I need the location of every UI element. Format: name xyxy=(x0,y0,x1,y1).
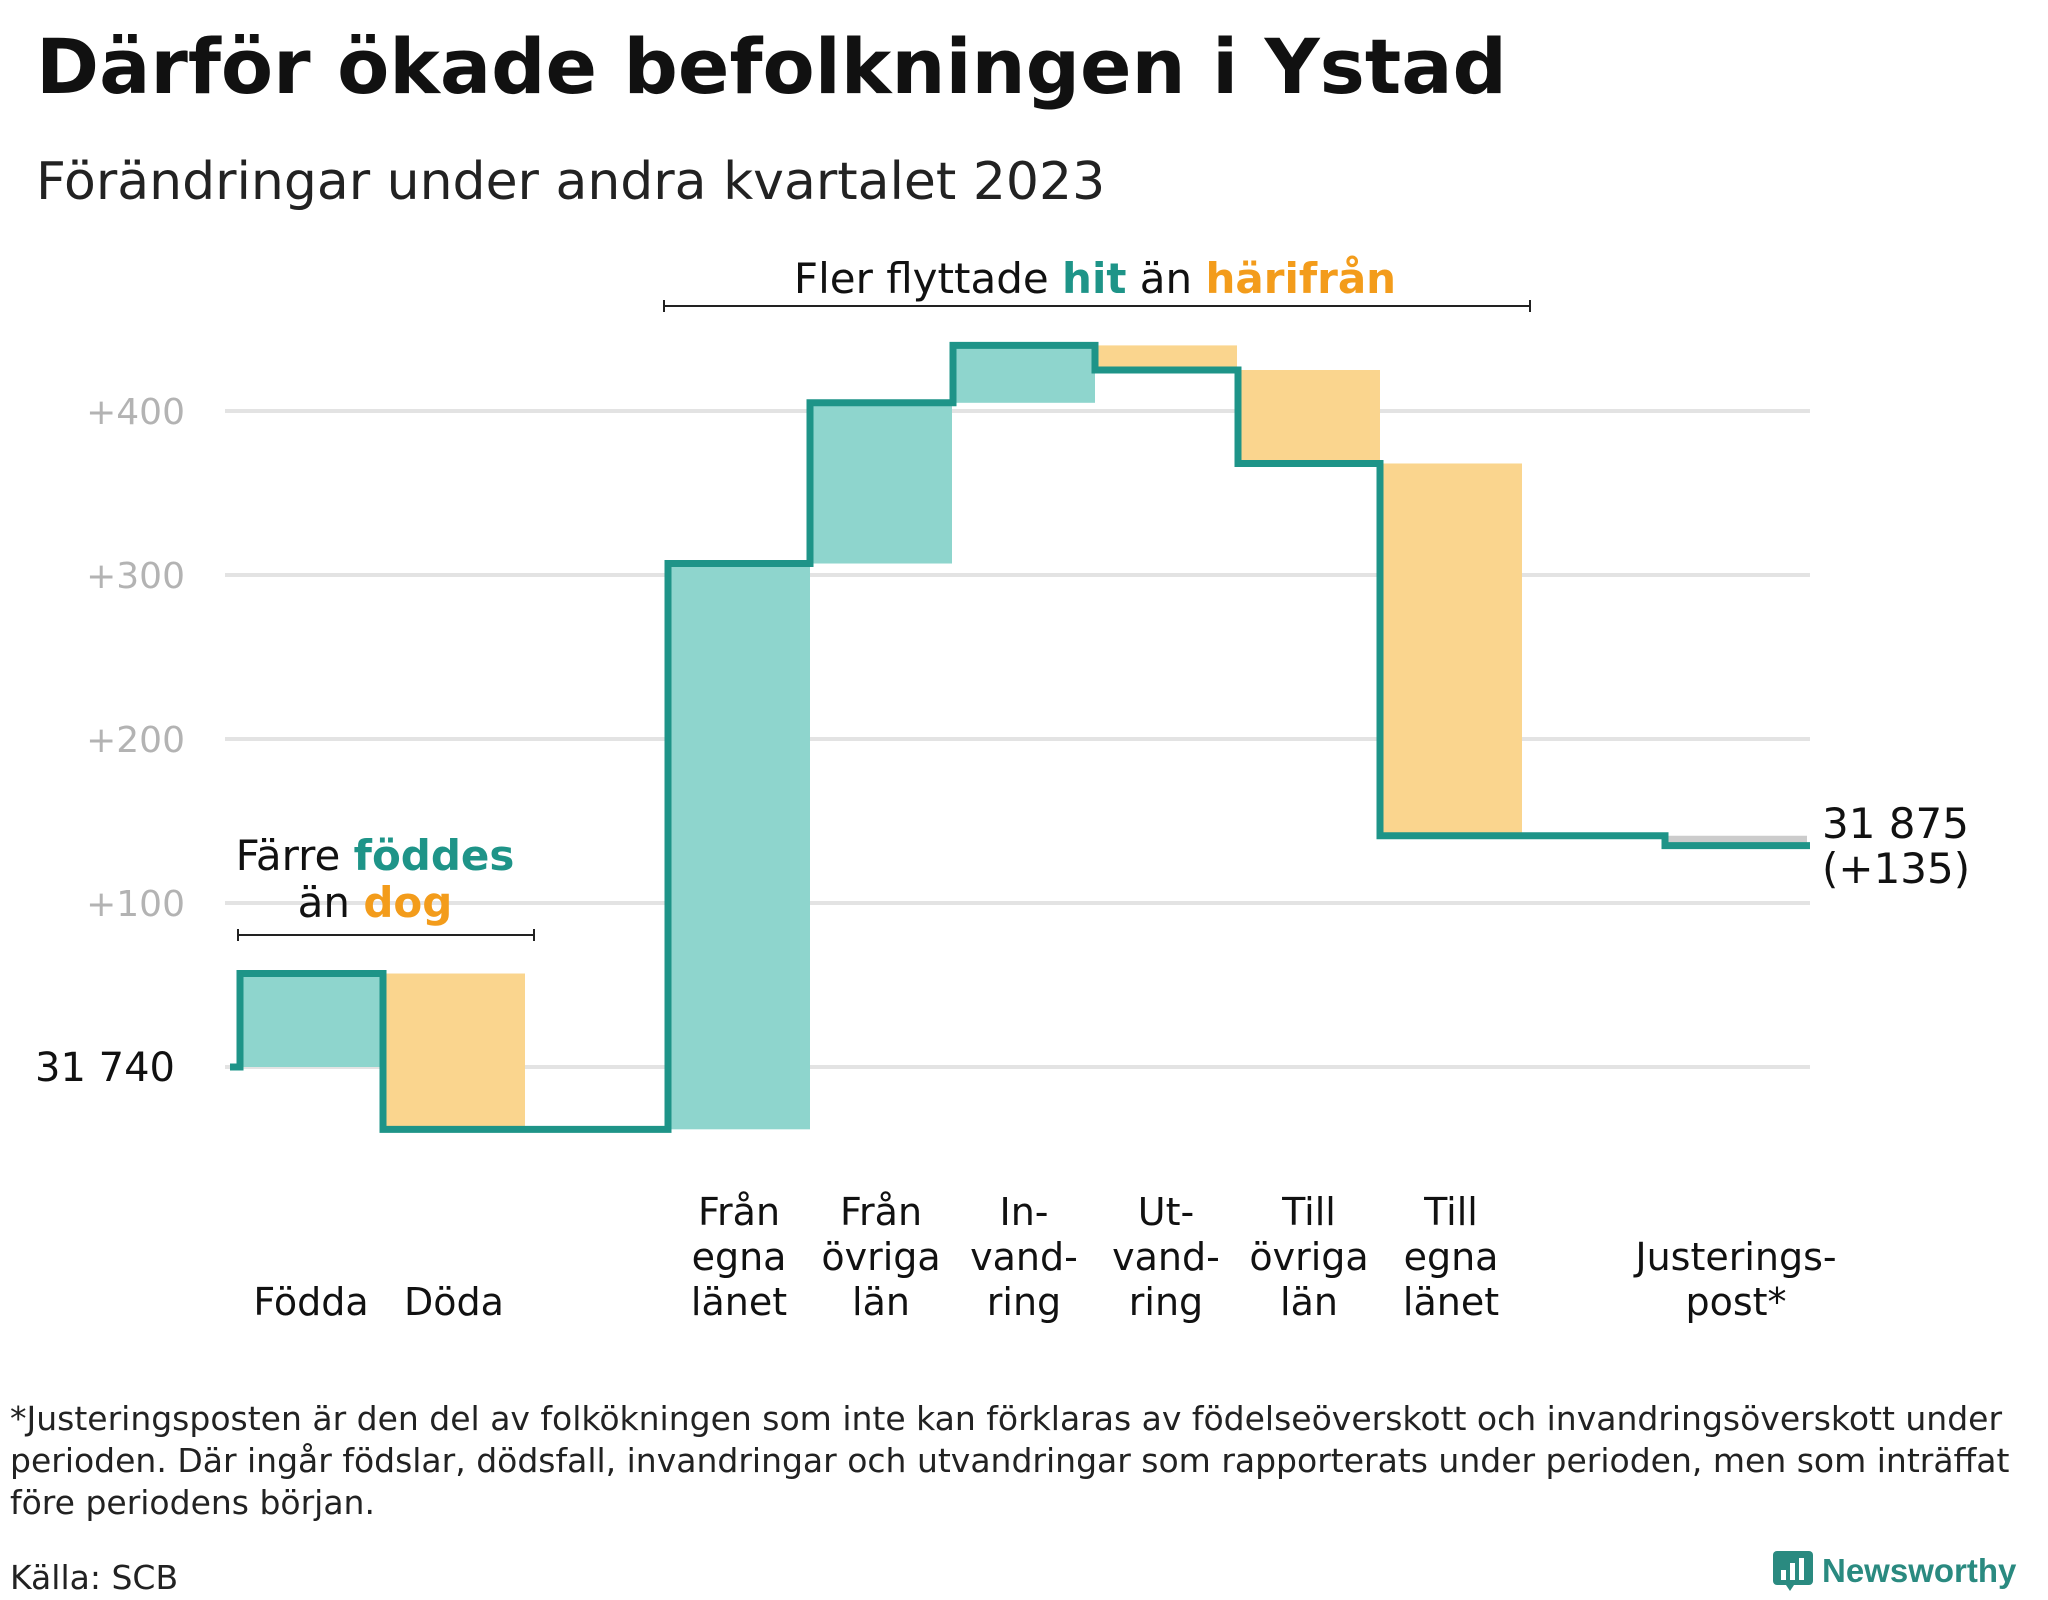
annotation-part: härifrån xyxy=(1205,254,1396,303)
annotation-migration: Fler flyttade hit än härifrån xyxy=(794,254,1396,303)
category-label: län xyxy=(1280,1280,1338,1324)
category-label: länet xyxy=(691,1280,787,1324)
footnote: *Justeringsposten är den del av folkökni… xyxy=(10,1399,2010,1522)
category-label: vand- xyxy=(1112,1235,1220,1279)
y-tick-label: +100 xyxy=(86,884,185,925)
annotation-part: än xyxy=(298,878,364,927)
annotation-part: dog xyxy=(363,878,452,927)
category-label: län xyxy=(852,1280,910,1324)
bars xyxy=(240,345,1807,1130)
category-label: ring xyxy=(987,1280,1061,1324)
bar-negative xyxy=(1095,345,1237,370)
bar-negative xyxy=(1380,463,1522,836)
category-label: Från xyxy=(840,1190,922,1234)
annotation-births-deaths-line2: än dog xyxy=(298,878,453,927)
annotation-part: Fler flyttade xyxy=(794,254,1062,303)
brand-logo: Newsworthy xyxy=(1772,1550,2016,1592)
category-label: Justerings- xyxy=(1633,1235,1836,1279)
end-value-label: (+135) xyxy=(1822,844,1970,893)
annotation-part: än xyxy=(1126,254,1205,303)
category-label: Till xyxy=(1281,1190,1336,1234)
bar-positive xyxy=(668,563,810,1130)
y-tick-label: +400 xyxy=(86,392,185,433)
bar-negative xyxy=(1238,370,1380,464)
category-label: Ut- xyxy=(1138,1190,1194,1234)
category-label: Födda xyxy=(253,1280,368,1324)
bar-negative xyxy=(383,973,525,1130)
start-value-label: 31 740 xyxy=(35,1045,175,1091)
brand-name: Newsworthy xyxy=(1822,1552,2017,1589)
category-label: ring xyxy=(1129,1280,1203,1324)
bar-positive xyxy=(953,345,1095,403)
bar-positive xyxy=(240,973,382,1067)
annotation-part: hit xyxy=(1062,254,1126,303)
category-label: post* xyxy=(1685,1280,1786,1324)
category-label: länet xyxy=(1403,1280,1499,1324)
y-tick-label: +200 xyxy=(86,720,185,761)
bar-adjustment xyxy=(1665,835,1807,846)
category-label: Till xyxy=(1423,1190,1478,1234)
newsworthy-logo-icon xyxy=(1773,1551,1813,1591)
running-total-line xyxy=(230,341,1810,1133)
category-label: egna xyxy=(692,1235,787,1279)
category-label: vand- xyxy=(970,1235,1078,1279)
annotation-births-deaths-line1: Färre föddes xyxy=(236,831,515,880)
annotation-part: Färre xyxy=(236,831,354,880)
category-label: Från xyxy=(698,1190,780,1234)
category-label: In- xyxy=(999,1190,1048,1234)
running-total-path xyxy=(230,341,1810,1133)
category-label: egna xyxy=(1404,1235,1499,1279)
category-label: övriga xyxy=(821,1235,940,1279)
chart-subtitle: Förändringar under andra kvartalet 2023 xyxy=(36,152,1106,212)
chart-title: Därför ökade befolkningen i Ystad xyxy=(36,22,1507,111)
annotation-part: föddes xyxy=(354,831,515,880)
bar-positive xyxy=(810,402,952,564)
y-tick-label: +300 xyxy=(86,556,185,597)
source-note: Källa: SCB xyxy=(10,1558,179,1597)
category-label: Döda xyxy=(404,1280,504,1324)
category-label: övriga xyxy=(1249,1235,1368,1279)
end-value-label: 31 875 xyxy=(1822,799,1969,848)
